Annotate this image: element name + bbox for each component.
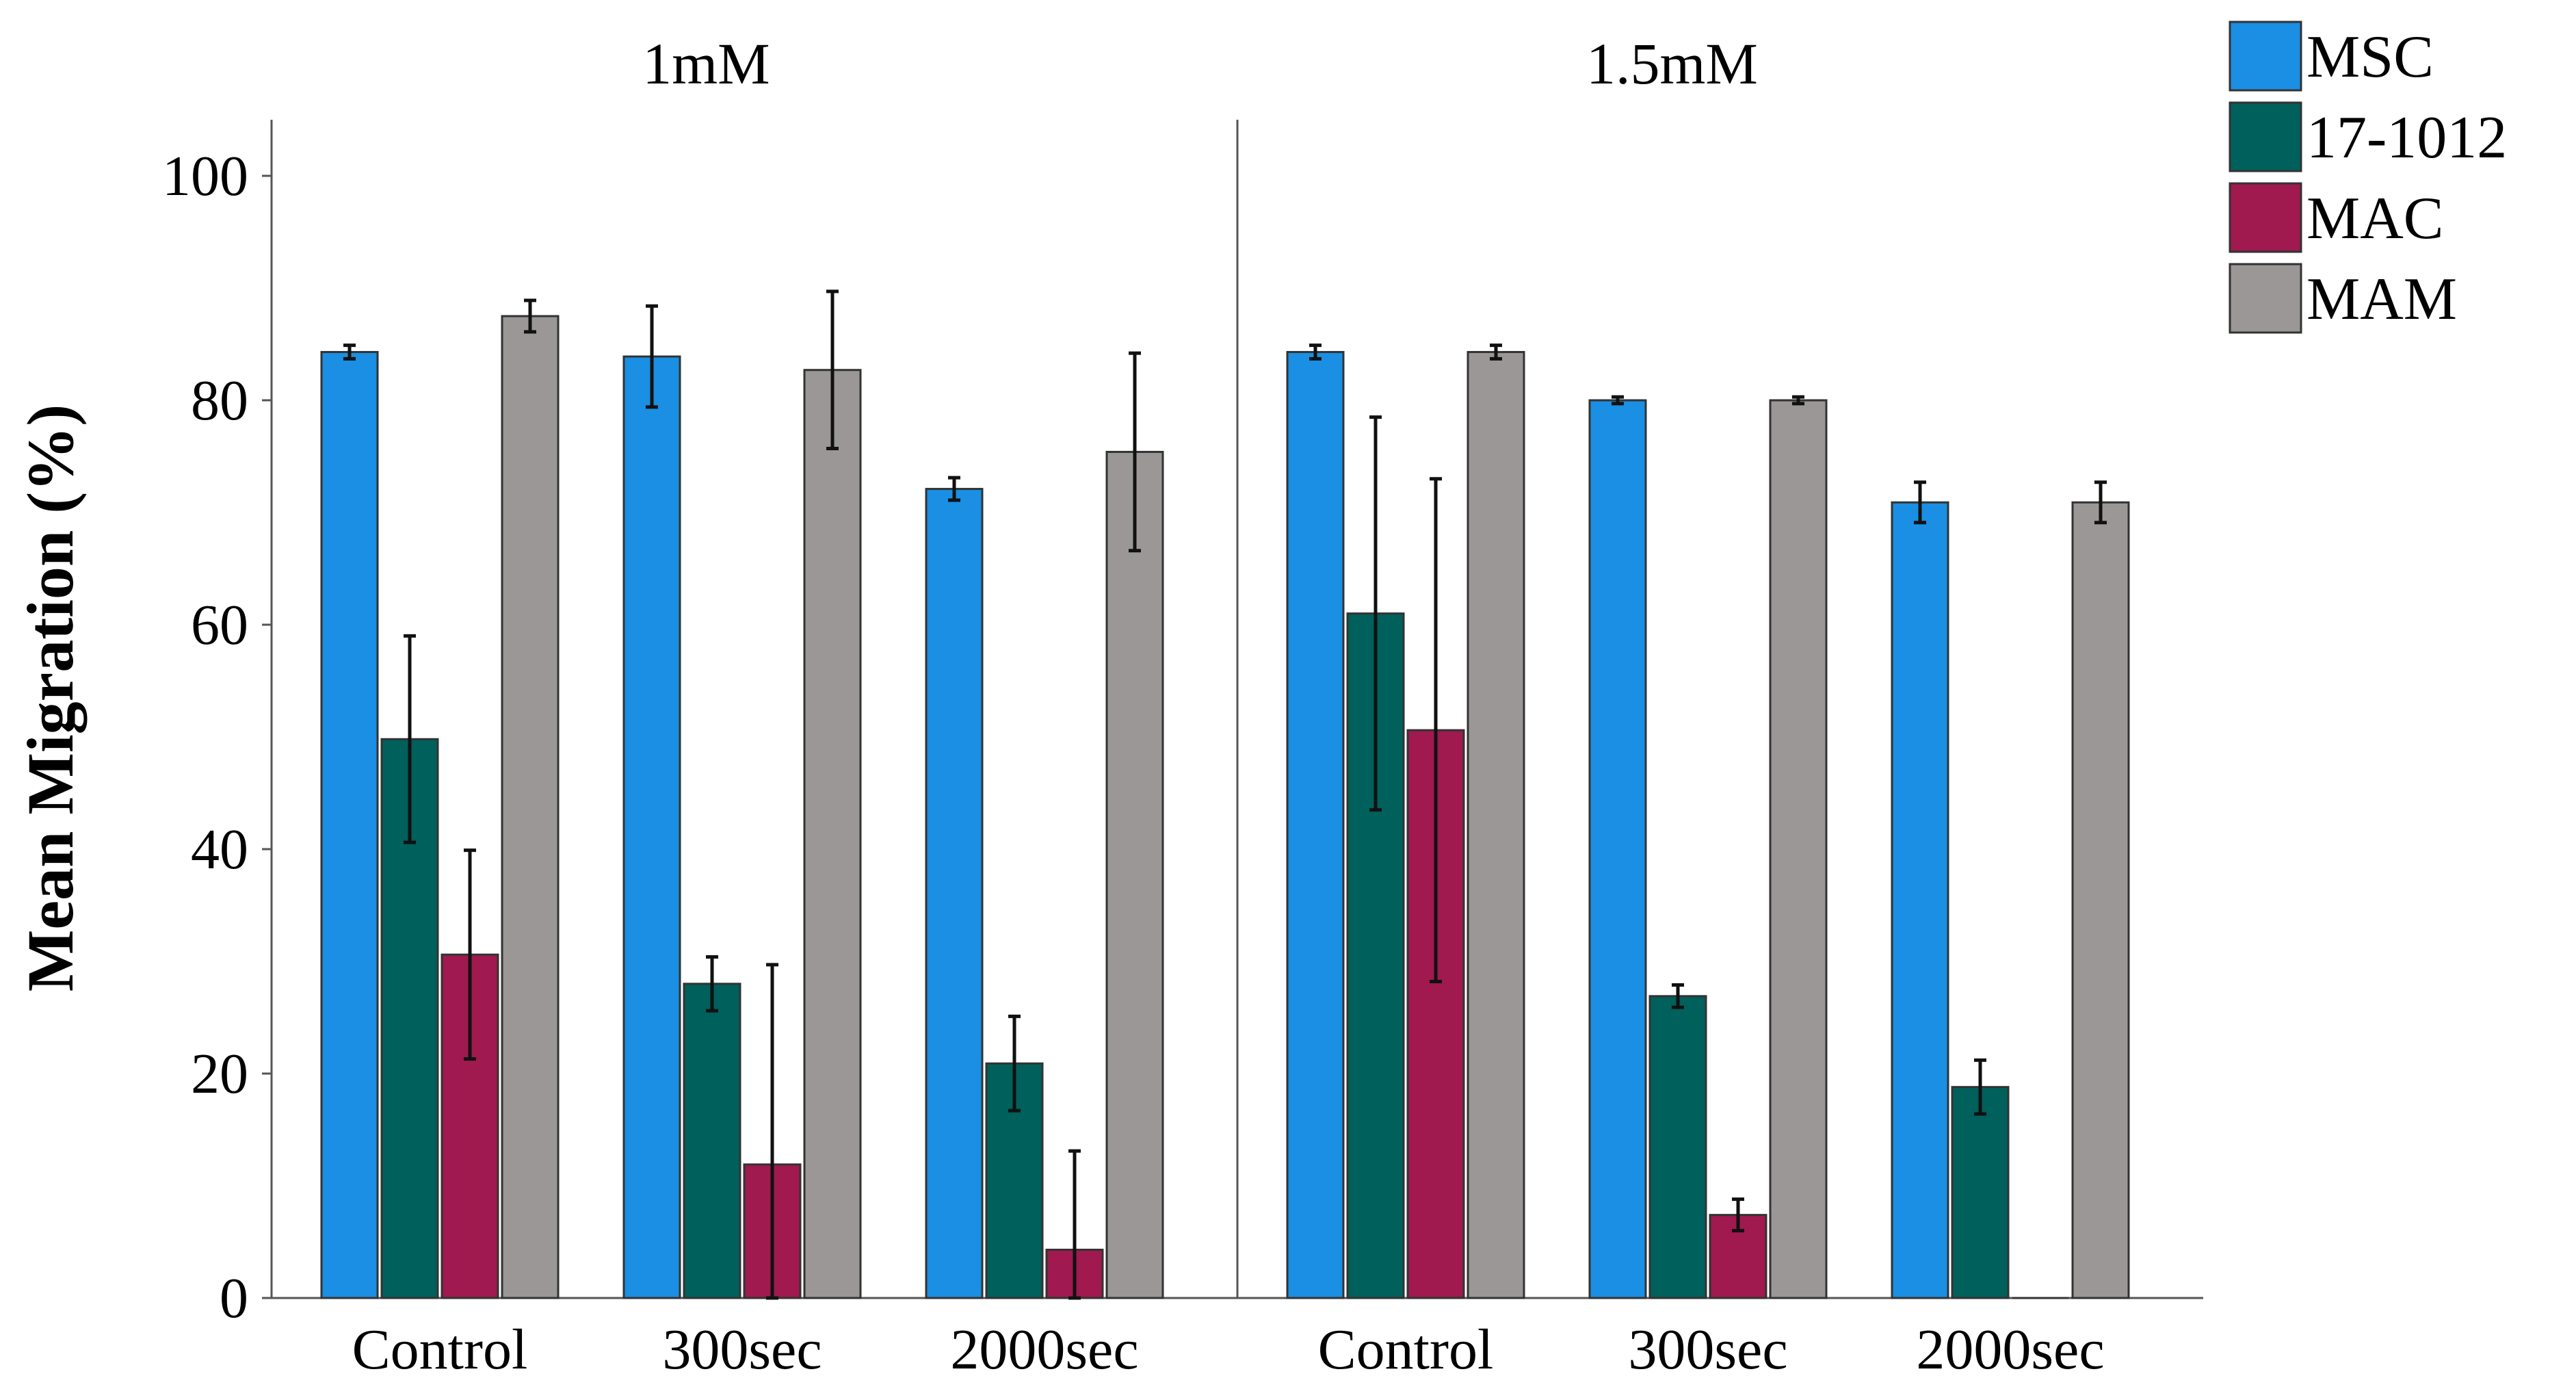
bar <box>804 370 860 1298</box>
panel: 1mM Control 300sec 2000sec <box>272 31 1237 1381</box>
x-tick-label: 300sec <box>662 1318 822 1381</box>
y-axis-title: Mean Migration (%) <box>14 404 87 991</box>
bar <box>926 489 982 1298</box>
y-tick-label: 20 <box>191 1042 248 1106</box>
bar <box>1107 452 1163 1298</box>
bar <box>2073 502 2129 1298</box>
x-tick-label: 2000sec <box>950 1318 1138 1381</box>
y-tick-label: 60 <box>191 593 248 657</box>
legend-swatch <box>2230 183 2301 252</box>
legend: MSC 17-1012 MAC MAM <box>2230 22 2507 333</box>
legend-item: MSC <box>2230 22 2434 90</box>
legend-label: MSC <box>2306 24 2434 90</box>
panel-title: 1mM <box>642 31 770 96</box>
legend-swatch <box>2230 103 2301 171</box>
chart: 1mM Control 300sec 2000sec 1.5mM Control 300se… <box>0 0 2576 1389</box>
bar <box>502 316 558 1298</box>
bar <box>624 356 680 1298</box>
x-tick-label: 300sec <box>1628 1318 1787 1381</box>
panels-layer: 1mM Control 300sec 2000sec 1.5mM Control 300se… <box>272 31 2203 1381</box>
x-tick-label: 2000sec <box>1916 1318 2104 1381</box>
legend-label: 17-1012 <box>2306 105 2507 171</box>
bar <box>1590 400 1646 1298</box>
legend-swatch <box>2230 22 2301 90</box>
y-axis: 0 20 40 60 80 100 <box>162 120 272 1330</box>
panel-title: 1.5mM <box>1586 31 1758 96</box>
legend-label: MAC <box>2306 185 2444 252</box>
legend-label: MAM <box>2306 266 2457 333</box>
bar <box>1468 352 1524 1298</box>
x-tick-label: Control <box>352 1318 528 1381</box>
legend-item: MAM <box>2230 264 2457 333</box>
y-tick-label: 100 <box>162 144 248 208</box>
x-tick-label: Control <box>1318 1318 1494 1381</box>
bar <box>684 984 740 1298</box>
bar <box>1770 400 1826 1298</box>
y-tick-label: 80 <box>191 369 248 432</box>
bar <box>1952 1087 2008 1298</box>
panel: 1.5mM Control 300sec 2000sec <box>1237 31 2203 1381</box>
legend-item: 17-1012 <box>2230 103 2507 171</box>
legend-swatch <box>2230 264 2301 333</box>
bar <box>321 352 378 1298</box>
y-tick-label: 0 <box>220 1267 248 1330</box>
legend-item: MAC <box>2230 183 2444 252</box>
y-tick-label: 40 <box>191 818 248 881</box>
bar <box>1892 502 1948 1298</box>
bar <box>1287 352 1343 1298</box>
bar <box>1650 996 1706 1298</box>
